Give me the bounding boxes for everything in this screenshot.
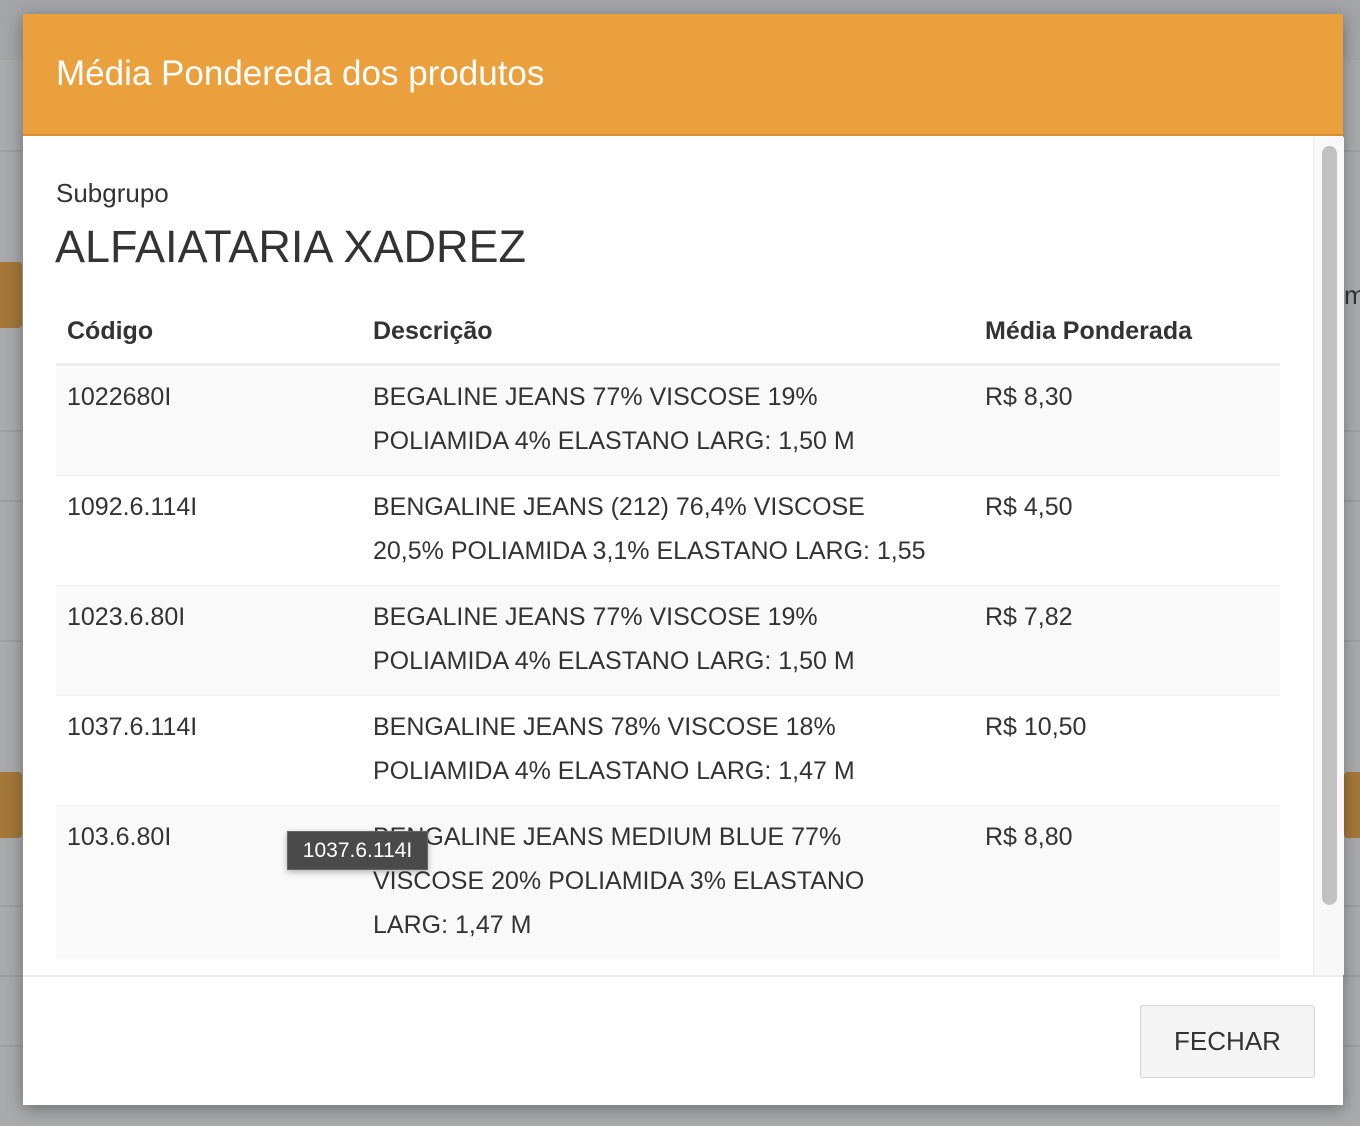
description-line: LARG: 1,47 M xyxy=(373,911,532,939)
weighted-average-modal: Média Pondereda dos produtos Subgrupo AL… xyxy=(23,14,1344,1107)
cell-description: BENGALINE JEANS 78% VISCOSE 18% POLIAMIDA… xyxy=(362,695,974,806)
description-line: POLIAMIDA 4% ELASTANO LARG: 1,50 M xyxy=(373,647,855,675)
modal-header: Média Pondereda dos produtos xyxy=(23,14,1343,136)
cell-code: 1022680I xyxy=(56,364,362,476)
modal-footer: FECHAR xyxy=(23,975,1343,1107)
cell-code: 1037.6.114I xyxy=(56,695,362,806)
table-row[interactable]: 103.6.80I BENGALINE JEANS MEDIUM BLUE 77%… xyxy=(56,805,1280,959)
table-row[interactable]: 1092.6.114I BENGALINE JEANS (212) 76,4% V… xyxy=(56,475,1280,586)
description-line: BEGALINE JEANS 77% VISCOSE 19% xyxy=(373,603,818,631)
cell-weighted-average: R$ 8,30 xyxy=(974,364,1280,476)
scrollbar-thumb[interactable] xyxy=(1322,146,1337,905)
description-line: POLIAMIDA 4% ELASTANO LARG: 1,47 M xyxy=(373,757,855,785)
header-weighted-average: Média Ponderada xyxy=(974,300,1280,366)
cell-weighted-average: R$ 4,50 xyxy=(974,475,1280,586)
cell-code: 1092.6.114I xyxy=(56,475,362,586)
description-line: BENGALINE JEANS MEDIUM BLUE 77% xyxy=(373,823,842,851)
table-row[interactable]: 1023.6.80I BEGALINE JEANS 77% VISCOSE 19%… xyxy=(56,585,1280,696)
table-row[interactable]: 1037.6.114I BENGALINE JEANS 78% VISCOSE 1… xyxy=(56,695,1280,806)
header-code: Código xyxy=(56,300,362,366)
background-text: m xyxy=(1344,280,1360,310)
scrollbar[interactable] xyxy=(1313,137,1344,975)
subgroup-label: Subgrupo xyxy=(56,178,169,208)
description-line: BENGALINE JEANS 78% VISCOSE 18% xyxy=(373,713,836,741)
subgroup-value: ALFAIATARIA XADREZ xyxy=(55,221,526,272)
modal-body: Subgrupo ALFAIATARIA XADREZ Código Descr… xyxy=(23,137,1313,975)
cell-description: BENGALINE JEANS MEDIUM BLUE 77% VISCOSE 2… xyxy=(362,805,974,959)
background-button xyxy=(0,772,22,838)
background-button xyxy=(0,262,22,328)
cell-code: 1023.6.80I xyxy=(56,585,362,696)
cell-description: BENGALINE JEANS (212) 76,4% VISCOSE 20,5%… xyxy=(362,475,974,586)
cell-weighted-average: R$ 8,80 xyxy=(974,805,1280,959)
tooltip: 1037.6.114I xyxy=(287,831,428,870)
cell-description: BEGALINE JEANS 77% VISCOSE 19% POLIAMIDA … xyxy=(362,585,974,696)
products-table: Código Descrição Média Ponderada 1022680… xyxy=(56,300,1280,959)
background-button xyxy=(1344,772,1360,838)
description-line: BENGALINE JEANS (212) 76,4% VISCOSE xyxy=(373,493,865,521)
table-header-row: Código Descrição Média Ponderada xyxy=(56,300,1280,366)
table-row[interactable]: 1022680I BEGALINE JEANS 77% VISCOSE 19% PO… xyxy=(56,364,1280,476)
modal-title: Média Pondereda dos produtos xyxy=(56,54,545,93)
cell-code: 103.6.80I xyxy=(56,805,362,959)
cell-weighted-average: R$ 7,82 xyxy=(974,585,1280,696)
cell-weighted-average: R$ 10,50 xyxy=(974,695,1280,806)
description-line: POLIAMIDA 4% ELASTANO LARG: 1,50 M xyxy=(373,427,855,455)
cell-description: BEGALINE JEANS 77% VISCOSE 19% POLIAMIDA … xyxy=(362,364,974,476)
description-line: 20,5% POLIAMIDA 3,1% ELASTANO LARG: 1,55 xyxy=(373,537,926,565)
description-line: VISCOSE 20% POLIAMIDA 3% ELASTANO xyxy=(373,867,865,895)
description-line: BEGALINE JEANS 77% VISCOSE 19% xyxy=(373,383,818,411)
header-description: Descrição xyxy=(362,300,974,366)
close-button[interactable]: FECHAR xyxy=(1140,1005,1315,1078)
